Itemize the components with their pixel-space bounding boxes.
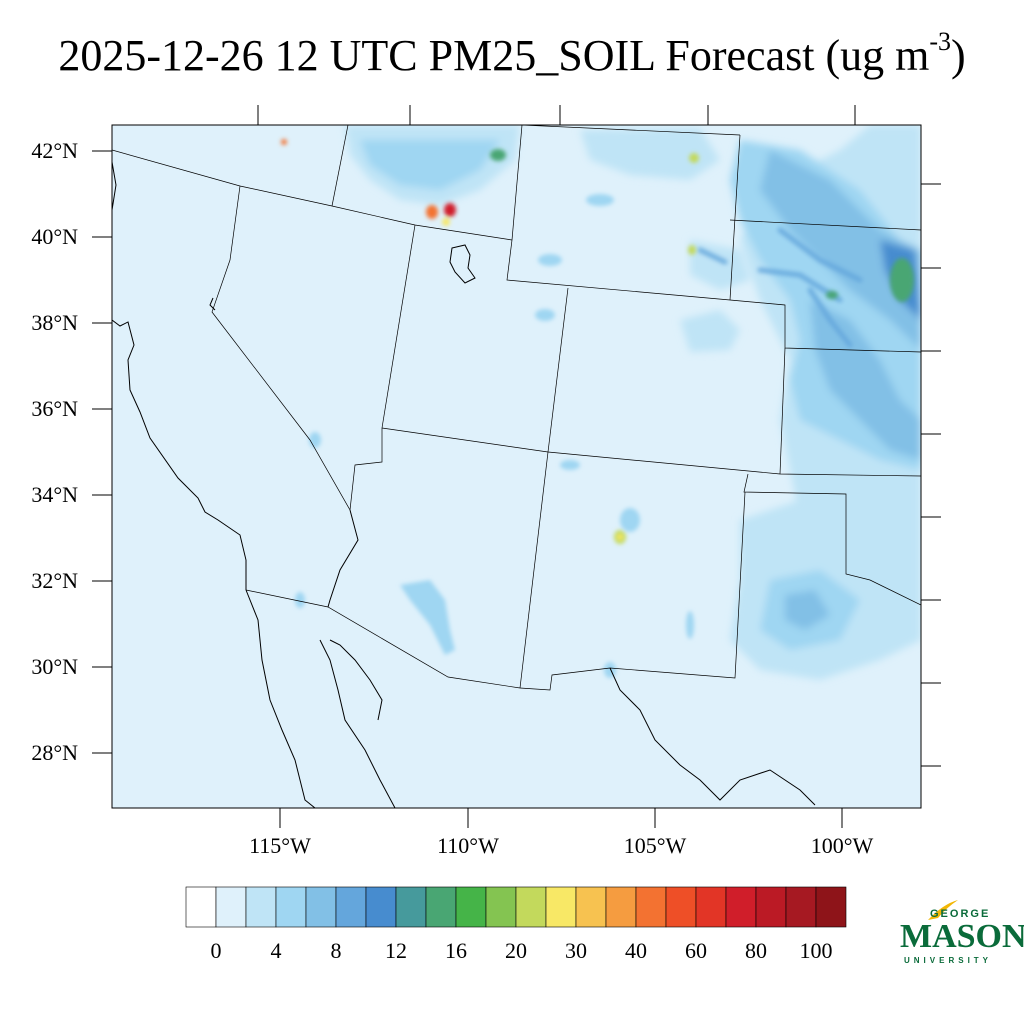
colorbar-label: 100 [799, 938, 833, 963]
colorbar-swatch [485, 886, 517, 928]
colorbar-swatch [575, 886, 607, 928]
lat-label-34: 34°N [31, 482, 78, 507]
colorbar-swatch [815, 886, 847, 928]
lat-label-36: 36°N [31, 396, 78, 421]
colorbar-label: 60 [685, 938, 707, 963]
colorbar-swatch [305, 886, 337, 928]
colorbar-swatch [605, 886, 637, 928]
axis-ticks [92, 105, 941, 828]
colorbar-swatch [755, 886, 787, 928]
colorbar-swatch [215, 886, 247, 928]
colorbar-swatch [695, 886, 727, 928]
colorbar-label: 4 [270, 938, 282, 963]
colorbar-swatch [635, 886, 667, 928]
lon-label-105w: 105°W [623, 833, 687, 858]
political-boundaries [112, 125, 921, 691]
lat-label-32: 32°N [31, 568, 78, 593]
coastlines [112, 161, 816, 808]
great-salt-lake [449, 244, 476, 284]
colorbar-swatch [725, 886, 757, 928]
colorbar-label: 40 [625, 938, 647, 963]
colorbar-swatch [335, 886, 367, 928]
colorbar-swatch [545, 886, 577, 928]
logo-university: UNIVERSITY [904, 956, 993, 965]
logo-mason: MASON [900, 918, 1024, 955]
lat-label-28: 28°N [31, 740, 78, 765]
logo-george: GEORGE [930, 908, 991, 920]
map-title: 2025-12-26 12 UTC PM25_SOIL Forecast (ug… [58, 27, 966, 80]
lat-label-30: 30°N [31, 654, 78, 679]
gmu-logo: GEORGE MASON UNIVERSITY [898, 898, 1024, 968]
map-frame [111, 124, 922, 809]
colorbar-label: 12 [385, 938, 407, 963]
colorbar-swatch [275, 886, 307, 928]
lat-label-42: 42°N [31, 138, 78, 163]
lat-label-38: 38°N [31, 310, 78, 335]
lon-label-115w: 115°W [249, 833, 311, 858]
colorbar-swatch [515, 886, 547, 928]
colorbar-label: 30 [565, 938, 587, 963]
colorbar-label: 80 [745, 938, 767, 963]
lat-label-40: 40°N [31, 224, 78, 249]
colorbar-swatch [395, 886, 427, 928]
colorbar-label: 8 [330, 938, 342, 963]
colorbar-swatch [665, 886, 697, 928]
colorbar-swatch [245, 886, 277, 928]
colorbar [185, 886, 847, 928]
colorbar-label: 0 [210, 938, 222, 963]
lon-label-110w: 110°W [437, 833, 499, 858]
colorbar-label: 16 [445, 938, 467, 963]
colorbar-swatch [455, 886, 487, 928]
logo-swoosh-icon [928, 900, 958, 920]
colorbar-swatch [365, 886, 397, 928]
colorbar-label: 20 [505, 938, 527, 963]
colorbar-swatch [425, 886, 457, 928]
lon-label-100w: 100°W [810, 833, 874, 858]
colorbar-swatch [785, 886, 817, 928]
colorbar-swatch [185, 886, 217, 928]
